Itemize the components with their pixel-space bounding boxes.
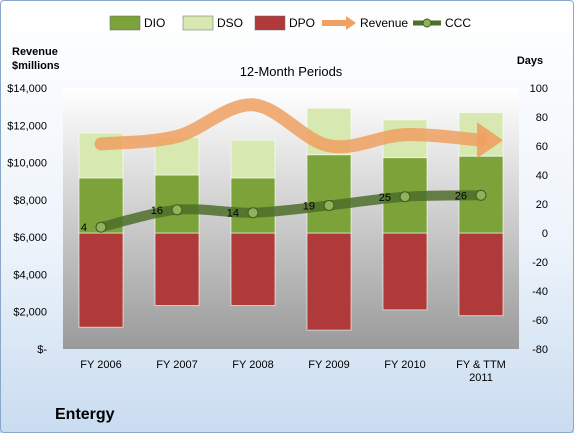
right-tick-label: 100	[530, 83, 548, 95]
right-tick-label: 0	[542, 228, 548, 240]
left-tick-label: $8,000	[13, 195, 47, 207]
legend-label-dso: DSO	[217, 16, 243, 30]
left-tick-label: $2,000	[13, 307, 47, 319]
ccc-data-label: 25	[379, 192, 391, 204]
right-tick-label: 40	[536, 170, 548, 182]
ccc-marker	[475, 189, 487, 201]
ccc-marker	[399, 191, 411, 203]
legend-label-ccc: CCC	[445, 16, 471, 30]
bar-dio	[154, 174, 200, 234]
left-tick-label: $4,000	[13, 269, 47, 281]
ccc-marker	[247, 207, 259, 219]
left-tick-label: $6,000	[13, 232, 47, 244]
ccc-marker	[171, 204, 183, 216]
legend-label-dpo: DPO	[289, 16, 315, 30]
bar-dpo	[382, 232, 428, 311]
x-tick-label: FY 2009	[308, 359, 349, 371]
chart-subtitle: 12-Month Periods	[240, 64, 343, 79]
revenue-line	[94, 98, 488, 154]
bar-dio	[230, 177, 276, 234]
left-axis-title: Revenue $millions	[12, 45, 60, 73]
legend-swatch-dpo	[254, 15, 286, 31]
ccc-line	[96, 190, 486, 233]
ccc-marker	[95, 221, 107, 233]
left-axis-title-line2: $millions	[12, 60, 60, 72]
legend-arrowhead-revenue	[346, 16, 356, 30]
ccc-data-label: 14	[227, 208, 239, 220]
right-tick-label: 20	[536, 199, 548, 211]
x-tick-label: FY 2007	[156, 359, 197, 371]
legend-label-revenue: Revenue	[360, 16, 408, 30]
left-tick-label: $14,000	[7, 83, 47, 95]
bar-dpo	[78, 232, 124, 328]
revenue-arrowhead	[477, 122, 503, 159]
x-tick-label: FY 2008	[232, 359, 273, 371]
legend-swatch-dio	[109, 15, 141, 31]
bar-dpo	[306, 232, 352, 331]
ccc-data-label: 26	[455, 190, 467, 202]
ccc-data-label: 19	[303, 200, 315, 212]
ccc-data-label: 4	[81, 222, 87, 234]
right-tick-label: -80	[532, 344, 548, 356]
left-tick-label: $10,000	[7, 158, 47, 170]
legend-marker-ccc	[422, 18, 432, 28]
x-tick-label: FY 2006	[80, 359, 121, 371]
bar-dpo	[458, 232, 504, 317]
bar-dpo	[230, 232, 276, 306]
bar-dpo	[154, 232, 200, 306]
company-name: Entergy	[55, 406, 115, 423]
left-tick-label: $12,000	[7, 120, 47, 132]
ccc-marker	[323, 199, 335, 211]
bar-dso	[230, 139, 276, 179]
ccc-data-label: 16	[151, 205, 163, 217]
left-axis-title-line1: Revenue	[12, 46, 58, 58]
right-tick-label: 80	[536, 112, 548, 124]
legend-swatch-dso	[182, 15, 214, 31]
right-tick-label: 60	[536, 141, 548, 153]
right-tick-label: -20	[532, 257, 548, 269]
left-tick-label: $-	[37, 344, 47, 356]
x-tick-label: FY & TTM 2011	[456, 359, 506, 384]
right-axis-title: Days	[517, 55, 543, 67]
right-tick-label: -40	[532, 286, 548, 298]
right-tick-label: -60	[532, 315, 548, 327]
legend-label-dio: DIO	[144, 16, 165, 30]
x-tick-label: FY 2010	[384, 359, 425, 371]
bar-dio	[306, 154, 352, 234]
